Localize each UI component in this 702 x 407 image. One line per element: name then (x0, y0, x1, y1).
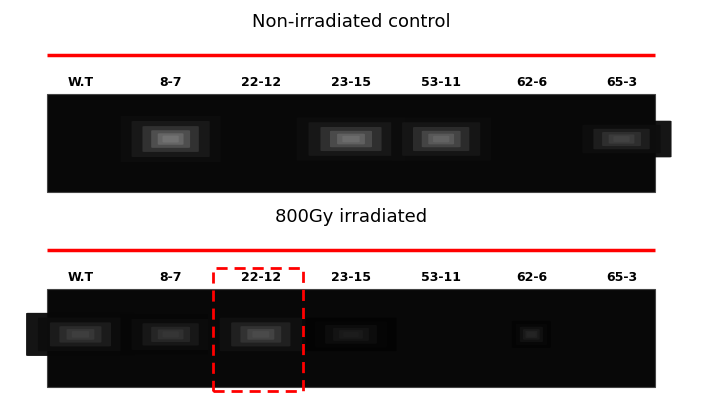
FancyBboxPatch shape (297, 118, 405, 161)
FancyBboxPatch shape (330, 131, 372, 147)
Text: 23-15: 23-15 (331, 271, 371, 284)
FancyBboxPatch shape (320, 127, 382, 151)
FancyBboxPatch shape (433, 136, 449, 142)
FancyBboxPatch shape (571, 121, 672, 158)
FancyBboxPatch shape (60, 326, 102, 343)
FancyBboxPatch shape (305, 318, 397, 351)
FancyBboxPatch shape (516, 324, 547, 345)
Text: 8-7: 8-7 (159, 76, 182, 89)
FancyBboxPatch shape (231, 322, 291, 346)
Text: 62-6: 62-6 (516, 76, 547, 89)
Bar (48, 289, 654, 387)
Text: 65-3: 65-3 (606, 76, 637, 89)
FancyBboxPatch shape (391, 118, 491, 161)
Text: W.T: W.T (67, 76, 93, 89)
FancyBboxPatch shape (593, 129, 650, 149)
FancyBboxPatch shape (131, 319, 210, 350)
FancyBboxPatch shape (38, 317, 123, 351)
FancyBboxPatch shape (158, 133, 183, 145)
Text: 65-3: 65-3 (606, 271, 637, 284)
Text: 22-12: 22-12 (241, 271, 281, 284)
FancyBboxPatch shape (614, 136, 630, 142)
FancyBboxPatch shape (253, 331, 270, 338)
Text: 53-11: 53-11 (421, 271, 461, 284)
FancyBboxPatch shape (325, 325, 377, 344)
FancyBboxPatch shape (151, 130, 190, 148)
Text: 22-12: 22-12 (241, 76, 281, 89)
FancyBboxPatch shape (143, 126, 199, 152)
FancyBboxPatch shape (72, 331, 89, 338)
FancyBboxPatch shape (422, 131, 461, 147)
FancyBboxPatch shape (309, 122, 393, 156)
FancyBboxPatch shape (240, 326, 282, 343)
FancyBboxPatch shape (428, 133, 454, 144)
FancyBboxPatch shape (343, 332, 359, 337)
FancyBboxPatch shape (247, 329, 274, 340)
FancyBboxPatch shape (339, 330, 363, 339)
FancyBboxPatch shape (50, 322, 111, 346)
FancyBboxPatch shape (131, 121, 210, 157)
FancyBboxPatch shape (343, 136, 359, 142)
FancyBboxPatch shape (163, 331, 179, 337)
FancyBboxPatch shape (609, 134, 635, 144)
FancyBboxPatch shape (151, 327, 190, 342)
Text: 53-11: 53-11 (421, 76, 461, 89)
FancyBboxPatch shape (523, 329, 540, 340)
FancyBboxPatch shape (143, 323, 199, 346)
FancyBboxPatch shape (583, 125, 661, 153)
FancyBboxPatch shape (520, 327, 543, 342)
Bar (48, 94, 654, 192)
Text: 23-15: 23-15 (331, 76, 371, 89)
FancyBboxPatch shape (121, 315, 220, 354)
FancyBboxPatch shape (602, 132, 641, 146)
FancyBboxPatch shape (208, 313, 313, 356)
FancyBboxPatch shape (163, 136, 179, 142)
Text: W.T: W.T (67, 271, 93, 284)
FancyBboxPatch shape (158, 329, 183, 339)
Text: 8-7: 8-7 (159, 271, 182, 284)
FancyBboxPatch shape (512, 321, 551, 348)
FancyBboxPatch shape (525, 331, 537, 338)
Bar (213, 268, 303, 391)
FancyBboxPatch shape (402, 122, 480, 156)
FancyBboxPatch shape (337, 133, 365, 144)
Text: 800Gy irradiated: 800Gy irradiated (275, 208, 427, 226)
FancyBboxPatch shape (527, 332, 536, 337)
FancyBboxPatch shape (315, 322, 387, 348)
Text: Non-irradiated control: Non-irradiated control (252, 13, 450, 31)
FancyBboxPatch shape (26, 313, 135, 356)
Text: 62-6: 62-6 (516, 271, 547, 284)
FancyBboxPatch shape (67, 329, 94, 340)
FancyBboxPatch shape (333, 328, 369, 341)
FancyBboxPatch shape (220, 317, 302, 351)
FancyBboxPatch shape (413, 127, 470, 151)
FancyBboxPatch shape (121, 116, 220, 162)
